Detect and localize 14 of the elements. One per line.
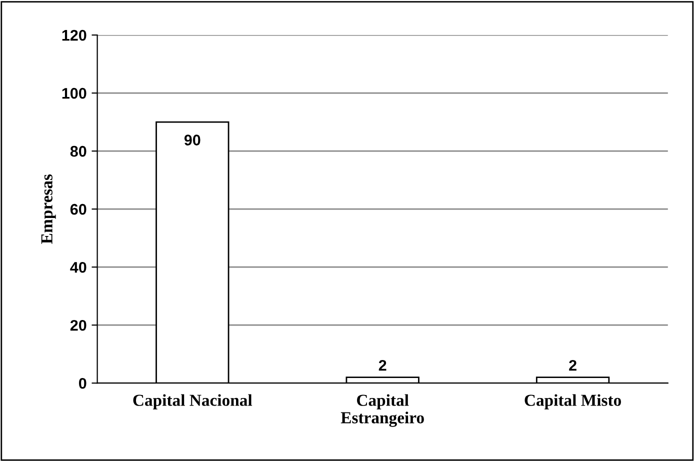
y-tick-label: 100 <box>62 88 86 99</box>
y-tick-label: 80 <box>70 146 86 157</box>
y-tick-label: 120 <box>62 30 86 41</box>
y-tick-label: 20 <box>70 320 86 331</box>
x-tick-label: Capital Misto <box>524 394 621 410</box>
y-tick-label: 40 <box>70 262 86 273</box>
data-label: 90 <box>184 134 200 146</box>
data-label: 2 <box>569 360 576 371</box>
x-tick-label: Capital Estrangeiro <box>340 394 424 427</box>
y-tick-label: 0 <box>78 378 86 389</box>
y-axis-title: Empresas <box>41 174 56 244</box>
y-tick-label: 60 <box>70 204 86 215</box>
data-label: 2 <box>378 360 386 371</box>
x-tick-label: Capital Nacional <box>133 394 252 410</box>
